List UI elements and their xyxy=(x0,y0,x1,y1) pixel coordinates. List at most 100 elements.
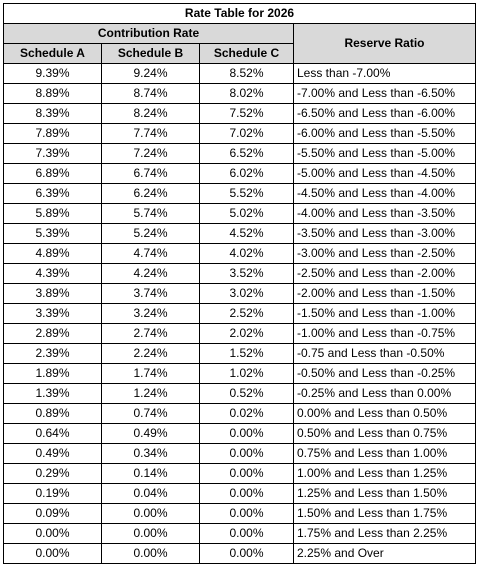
table-row: 4.89% 4.74% 4.02% -3.00% and Less than -2.5… xyxy=(3,243,476,264)
schedule-c-cell: 7.52% xyxy=(199,103,294,124)
reserve-ratio-cell: -2.00% and Less than -1.50% xyxy=(293,283,476,304)
schedule-b-cell: 8.24% xyxy=(101,103,200,124)
schedule-b-cell: 4.74% xyxy=(101,243,200,264)
contribution-rate-header: Contribution Rate xyxy=(3,23,294,44)
schedule-c-cell: 7.02% xyxy=(199,123,294,144)
schedule-c-cell: 6.52% xyxy=(199,143,294,164)
title-row: Rate Table for 2026 xyxy=(3,3,476,24)
table-row: 9.39% 9.24% 8.52% Less than -7.00% xyxy=(3,63,476,84)
schedule-a-cell: 0.00% xyxy=(3,543,102,564)
table-row: 0.64% 0.49% 0.00% 0.50% and Less than 0.75% xyxy=(3,423,476,444)
reserve-ratio-cell: 2.25% and Over xyxy=(293,543,476,564)
schedule-a-cell: 3.89% xyxy=(3,283,102,304)
schedule-a-cell: 4.89% xyxy=(3,243,102,264)
reserve-ratio-cell: -3.00% and Less than -2.50% xyxy=(293,243,476,264)
schedule-b-cell: 9.24% xyxy=(101,63,200,84)
schedule-b-cell: 6.24% xyxy=(101,183,200,204)
rate-table: Rate Table for 2026 Contribution Rate Re… xyxy=(3,3,476,564)
schedule-b-cell: 0.49% xyxy=(101,423,200,444)
schedule-header-row: Schedule A Schedule B Schedule C xyxy=(3,43,476,64)
schedule-a-cell: 5.39% xyxy=(3,223,102,244)
schedule-b-cell: 0.14% xyxy=(101,463,200,484)
table-row: 0.29% 0.14% 0.00% 1.00% and Less than 1.25% xyxy=(3,463,476,484)
schedule-c-cell: 8.52% xyxy=(199,63,294,84)
reserve-ratio-cell: -6.00% and Less than -5.50% xyxy=(293,123,476,144)
table-row: 1.89% 1.74% 1.02% -0.50% and Less than -0.2… xyxy=(3,363,476,384)
table-row: 6.89% 6.74% 6.02% -5.00% and Less than -4.5… xyxy=(3,163,476,184)
reserve-ratio-cell: -1.50% and Less than -1.00% xyxy=(293,303,476,324)
schedule-a-cell: 6.39% xyxy=(3,183,102,204)
table-row: 1.39% 1.24% 0.52% -0.25% and Less than 0.00… xyxy=(3,383,476,404)
schedule-b-cell: 0.00% xyxy=(101,503,200,524)
schedule-b-cell: 6.74% xyxy=(101,163,200,184)
reserve-ratio-cell: -3.50% and Less than -3.00% xyxy=(293,223,476,244)
reserve-ratio-cell: -0.50% and Less than -0.25% xyxy=(293,363,476,384)
schedule-a-cell: 2.89% xyxy=(3,323,102,344)
group-header-row: Contribution Rate Reserve Ratio xyxy=(3,23,476,64)
schedule-a-cell: 8.39% xyxy=(3,103,102,124)
schedule-c-cell: 1.52% xyxy=(199,343,294,364)
reserve-ratio-cell: 1.00% and Less than 1.25% xyxy=(293,463,476,484)
rate-table-body: 9.39% 9.24% 8.52% Less than -7.00% 8.89% 8.74… xyxy=(3,63,476,564)
schedule-a-cell: 6.89% xyxy=(3,163,102,184)
schedule-a-cell: 8.89% xyxy=(3,83,102,104)
schedule-b-cell: 5.74% xyxy=(101,203,200,224)
schedule-c-cell: 3.02% xyxy=(199,283,294,304)
schedule-a-cell: 0.89% xyxy=(3,403,102,424)
reserve-ratio-cell: -0.75 and Less than -0.50% xyxy=(293,343,476,364)
table-title: Rate Table for 2026 xyxy=(3,3,476,24)
schedule-b-cell: 4.24% xyxy=(101,263,200,284)
schedule-b-cell: 3.24% xyxy=(101,303,200,324)
table-row: 0.00% 0.00% 0.00% 2.25% and Over xyxy=(3,543,476,564)
schedule-c-cell: 4.02% xyxy=(199,243,294,264)
schedule-a-cell: 1.39% xyxy=(3,383,102,404)
schedule-c-cell: 2.52% xyxy=(199,303,294,324)
table-row: 8.89% 8.74% 8.02% -7.00% and Less than -6.5… xyxy=(3,83,476,104)
schedule-c-cell: 0.02% xyxy=(199,403,294,424)
reserve-ratio-cell: 1.25% and Less than 1.50% xyxy=(293,483,476,504)
reserve-ratio-header: Reserve Ratio xyxy=(293,23,476,64)
reserve-ratio-cell: -7.00% and Less than -6.50% xyxy=(293,83,476,104)
table-row: 0.00% 0.00% 0.00% 1.75% and Less than 2.25% xyxy=(3,523,476,544)
table-row: 0.89% 0.74% 0.02% 0.00% and Less than 0.50% xyxy=(3,403,476,424)
table-row: 3.89% 3.74% 3.02% -2.00% and Less than -1.5… xyxy=(3,283,476,304)
reserve-ratio-cell: 1.50% and Less than 1.75% xyxy=(293,503,476,524)
schedule-b-cell: 1.24% xyxy=(101,383,200,404)
schedule-c-cell: 3.52% xyxy=(199,263,294,284)
schedule-c-cell: 0.00% xyxy=(199,423,294,444)
table-row: 5.39% 5.24% 4.52% -3.50% and Less than -3.0… xyxy=(3,223,476,244)
schedule-a-cell: 2.39% xyxy=(3,343,102,364)
reserve-ratio-cell: -2.50% and Less than -2.00% xyxy=(293,263,476,284)
table-row: 4.39% 4.24% 3.52% -2.50% and Less than -2.0… xyxy=(3,263,476,284)
schedule-b-cell: 0.74% xyxy=(101,403,200,424)
schedule-c-cell: 8.02% xyxy=(199,83,294,104)
reserve-ratio-cell: -4.00% and Less than -3.50% xyxy=(293,203,476,224)
schedule-c-cell: 0.00% xyxy=(199,443,294,464)
table-row: 7.39% 7.24% 6.52% -5.50% and Less than -5.0… xyxy=(3,143,476,164)
table-row: 7.89% 7.74% 7.02% -6.00% and Less than -5.5… xyxy=(3,123,476,144)
schedule-a-cell: 0.64% xyxy=(3,423,102,444)
schedule-a-cell: 0.29% xyxy=(3,463,102,484)
schedule-b-cell: 3.74% xyxy=(101,283,200,304)
reserve-ratio-cell: -0.25% and Less than 0.00% xyxy=(293,383,476,404)
table-row: 0.19% 0.04% 0.00% 1.25% and Less than 1.50% xyxy=(3,483,476,504)
schedule-c-cell: 0.00% xyxy=(199,523,294,544)
schedule-b-cell: 2.24% xyxy=(101,343,200,364)
schedule-b-cell: 0.00% xyxy=(101,523,200,544)
schedule-c-cell: 0.00% xyxy=(199,503,294,524)
schedule-a-cell: 4.39% xyxy=(3,263,102,284)
reserve-ratio-cell: -1.00% and Less than -0.75% xyxy=(293,323,476,344)
table-row: 2.39% 2.24% 1.52% -0.75 and Less than -0.50… xyxy=(3,343,476,364)
schedule-a-header: Schedule A xyxy=(3,43,102,64)
schedule-c-header: Schedule C xyxy=(199,43,294,64)
schedule-c-cell: 0.00% xyxy=(199,543,294,564)
schedule-b-header: Schedule B xyxy=(101,43,200,64)
schedule-c-cell: 5.02% xyxy=(199,203,294,224)
schedule-b-cell: 8.74% xyxy=(101,83,200,104)
schedule-c-cell: 2.02% xyxy=(199,323,294,344)
schedule-a-cell: 0.49% xyxy=(3,443,102,464)
schedule-b-cell: 1.74% xyxy=(101,363,200,384)
table-row: 2.89% 2.74% 2.02% -1.00% and Less than -0.7… xyxy=(3,323,476,344)
schedule-c-cell: 0.00% xyxy=(199,463,294,484)
schedule-a-cell: 7.39% xyxy=(3,143,102,164)
